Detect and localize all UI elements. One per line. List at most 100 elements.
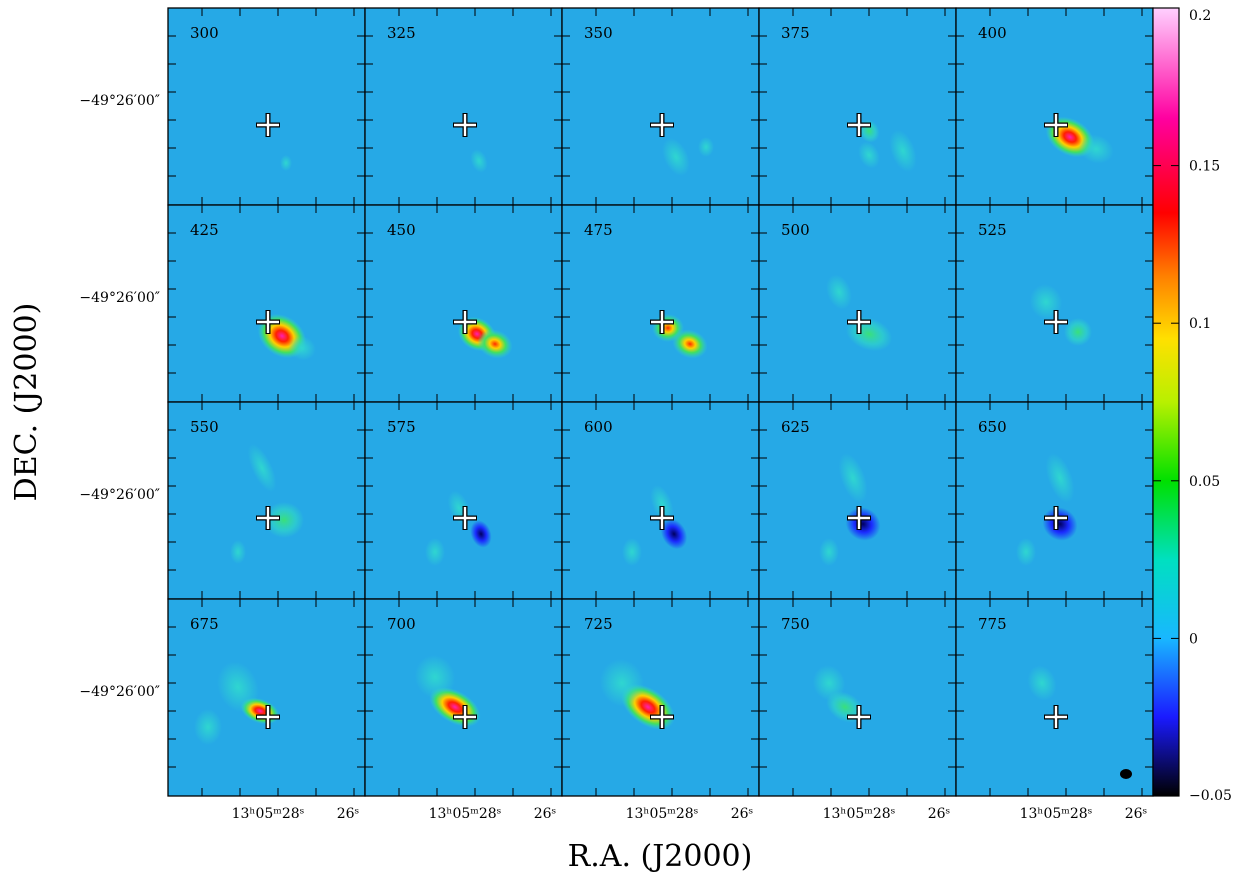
panel-ticks — [759, 8, 956, 205]
source-position-marker — [650, 506, 674, 530]
velocity-label: 450 — [387, 221, 416, 239]
channel-panel: 500 — [758, 204, 957, 403]
panel-background — [759, 8, 956, 205]
emission-blob — [889, 129, 917, 173]
colorbar-tick-label: 0 — [1189, 631, 1198, 647]
velocity-label: 350 — [584, 24, 613, 42]
panel-background — [562, 8, 759, 205]
velocity-label: 750 — [781, 615, 810, 633]
panel-background — [168, 8, 365, 205]
panel-ticks — [168, 599, 365, 796]
emission-blob — [1078, 134, 1114, 164]
ra-tick-label: 26ˢ — [534, 806, 557, 822]
channel-panel: 375 — [758, 7, 957, 206]
channel-panel: 600 — [561, 401, 760, 600]
source-position-marker — [453, 113, 477, 137]
panel-ticks — [759, 599, 956, 796]
emission-blob — [1027, 665, 1057, 701]
ra-tick-label: 13ʰ05ᵐ28ˢ — [626, 806, 699, 822]
channel-panel: 650 — [955, 401, 1154, 600]
panel-ticks — [759, 402, 956, 599]
source-position-marker — [847, 705, 871, 729]
emission-blob — [672, 329, 708, 359]
emission-blob — [599, 659, 645, 707]
dec-tick-label: −49°26′00″ — [79, 487, 160, 503]
panel-ticks — [562, 8, 759, 205]
emission-blob — [477, 329, 513, 359]
ra-tick-label: 13ʰ05ᵐ28ˢ — [232, 806, 305, 822]
velocity-label: 425 — [190, 221, 219, 239]
source-position-marker — [650, 705, 674, 729]
emission-blob — [1016, 538, 1036, 566]
channel-panel: 575 — [364, 401, 563, 600]
source-position-marker — [453, 506, 477, 530]
y-axis-title: DEC. (J2000) — [9, 303, 44, 502]
source-position-marker — [453, 310, 477, 334]
channel-panel: 450 — [364, 204, 563, 403]
ra-tick-label: 26ˢ — [731, 806, 754, 822]
channel-panel: 475 — [561, 204, 760, 403]
channel-panel: 525 — [955, 204, 1154, 403]
velocity-label: 500 — [781, 221, 810, 239]
panel-ticks — [168, 8, 365, 205]
velocity-label: 700 — [387, 615, 416, 633]
panel-ticks — [956, 8, 1153, 205]
colorbar-tick-label: 0.15 — [1189, 159, 1220, 175]
emission-blob — [650, 484, 674, 524]
panel-ticks — [168, 205, 365, 402]
ra-tick-label: 13ʰ05ᵐ28ˢ — [1020, 806, 1093, 822]
emission-blob — [819, 538, 839, 566]
velocity-label: 475 — [584, 221, 613, 239]
panel-ticks — [759, 205, 956, 402]
dec-tick-label: −49°26′00″ — [79, 93, 160, 109]
velocity-label: 575 — [387, 418, 416, 436]
velocity-label: 375 — [781, 24, 810, 42]
velocity-label: 600 — [584, 418, 613, 436]
source-position-marker — [256, 705, 280, 729]
panel-background — [562, 205, 759, 402]
source-position-marker — [256, 506, 280, 530]
emission-blob — [660, 518, 688, 550]
emission-blob — [1064, 318, 1092, 346]
source-position-marker — [256, 113, 280, 137]
source-position-marker — [1044, 705, 1068, 729]
panel-background — [168, 402, 365, 599]
ra-tick-label: 13ʰ05ᵐ28ˢ — [823, 806, 896, 822]
panel-ticks — [562, 402, 759, 599]
emission-blob — [622, 538, 642, 566]
velocity-label: 325 — [387, 24, 416, 42]
emission-blob — [698, 137, 714, 157]
velocity-label: 650 — [978, 418, 1007, 436]
panel-ticks — [562, 599, 759, 796]
panel-background — [759, 599, 956, 796]
panel-ticks — [365, 8, 562, 205]
panel-background — [956, 599, 1153, 796]
channel-panel: 750 13ʰ05ᵐ28ˢ 26ˢ — [758, 598, 957, 822]
panel-background — [168, 205, 365, 402]
emission-blob — [280, 155, 292, 171]
panel-background — [759, 205, 956, 402]
ra-tick-label: 26ˢ — [337, 806, 360, 822]
panel-ticks — [562, 205, 759, 402]
emission-blob — [217, 661, 259, 713]
emission-blob — [470, 149, 488, 173]
panel-ticks — [956, 599, 1153, 796]
ra-tick-label: 13ʰ05ᵐ28ˢ — [429, 806, 502, 822]
panel-background — [365, 205, 562, 402]
source-position-marker — [847, 506, 871, 530]
emission-blob — [264, 502, 304, 538]
velocity-label: 525 — [978, 221, 1007, 239]
channel-panel: 300 −49°26′00″ — [79, 7, 366, 206]
panel-ticks — [956, 205, 1153, 402]
colorbar-tick-label: −0.05 — [1189, 788, 1232, 804]
panel-background — [956, 402, 1153, 599]
panel-ticks — [365, 402, 562, 599]
emission-blob — [230, 540, 246, 564]
emission-blob — [812, 665, 846, 701]
velocity-label: 300 — [190, 24, 219, 42]
emission-blob — [838, 453, 868, 503]
channel-panel: 550 −49°26′00″ — [79, 401, 366, 600]
emission-blob — [662, 138, 690, 176]
emission-blob — [1045, 453, 1075, 503]
